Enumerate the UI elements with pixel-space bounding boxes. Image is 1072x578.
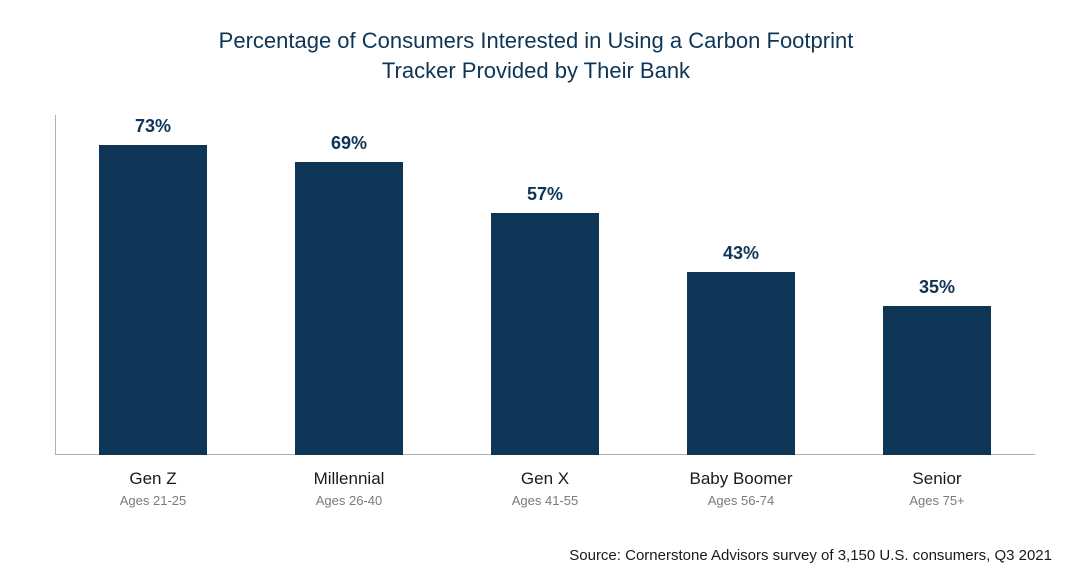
category-sub-gen-x: Ages 41-55 bbox=[447, 493, 643, 509]
category-label-baby-boomer: Baby Boomer Ages 56-74 bbox=[643, 469, 839, 509]
chart-title: Percentage of Consumers Interested in Us… bbox=[0, 26, 1072, 85]
bar-baby-boomer bbox=[687, 272, 795, 455]
category-label-millennial: Millennial Ages 26-40 bbox=[251, 469, 447, 509]
y-axis-line bbox=[55, 115, 56, 455]
bar-value-millennial: 69% bbox=[331, 133, 367, 154]
category-label-senior: Senior Ages 75+ bbox=[839, 469, 1035, 509]
category-sub-gen-z: Ages 21-25 bbox=[55, 493, 251, 509]
bar-millennial bbox=[295, 162, 403, 455]
chart-title-line1: Percentage of Consumers Interested in Us… bbox=[219, 28, 854, 53]
source-note: Source: Cornerstone Advisors survey of 3… bbox=[569, 547, 1052, 564]
category-label-gen-x: Gen X Ages 41-55 bbox=[447, 469, 643, 509]
category-sub-baby-boomer: Ages 56-74 bbox=[643, 493, 839, 509]
category-name-gen-z: Gen Z bbox=[55, 469, 251, 489]
plot-area: 73% Gen Z Ages 21-25 69% Millennial Ages… bbox=[55, 115, 1035, 455]
bar-value-baby-boomer: 43% bbox=[723, 243, 759, 264]
category-label-gen-z: Gen Z Ages 21-25 bbox=[55, 469, 251, 509]
chart-title-line2: Tracker Provided by Their Bank bbox=[382, 58, 690, 83]
bar-gen-x bbox=[491, 213, 599, 455]
bar-value-gen-x: 57% bbox=[527, 184, 563, 205]
category-sub-millennial: Ages 26-40 bbox=[251, 493, 447, 509]
bar-senior bbox=[883, 306, 991, 455]
category-name-senior: Senior bbox=[839, 469, 1035, 489]
bar-gen-z bbox=[99, 145, 207, 455]
category-name-baby-boomer: Baby Boomer bbox=[643, 469, 839, 489]
category-name-gen-x: Gen X bbox=[447, 469, 643, 489]
category-sub-senior: Ages 75+ bbox=[839, 493, 1035, 509]
bar-value-gen-z: 73% bbox=[135, 116, 171, 137]
chart-container: Percentage of Consumers Interested in Us… bbox=[0, 0, 1072, 578]
bar-value-senior: 35% bbox=[919, 277, 955, 298]
category-name-millennial: Millennial bbox=[251, 469, 447, 489]
